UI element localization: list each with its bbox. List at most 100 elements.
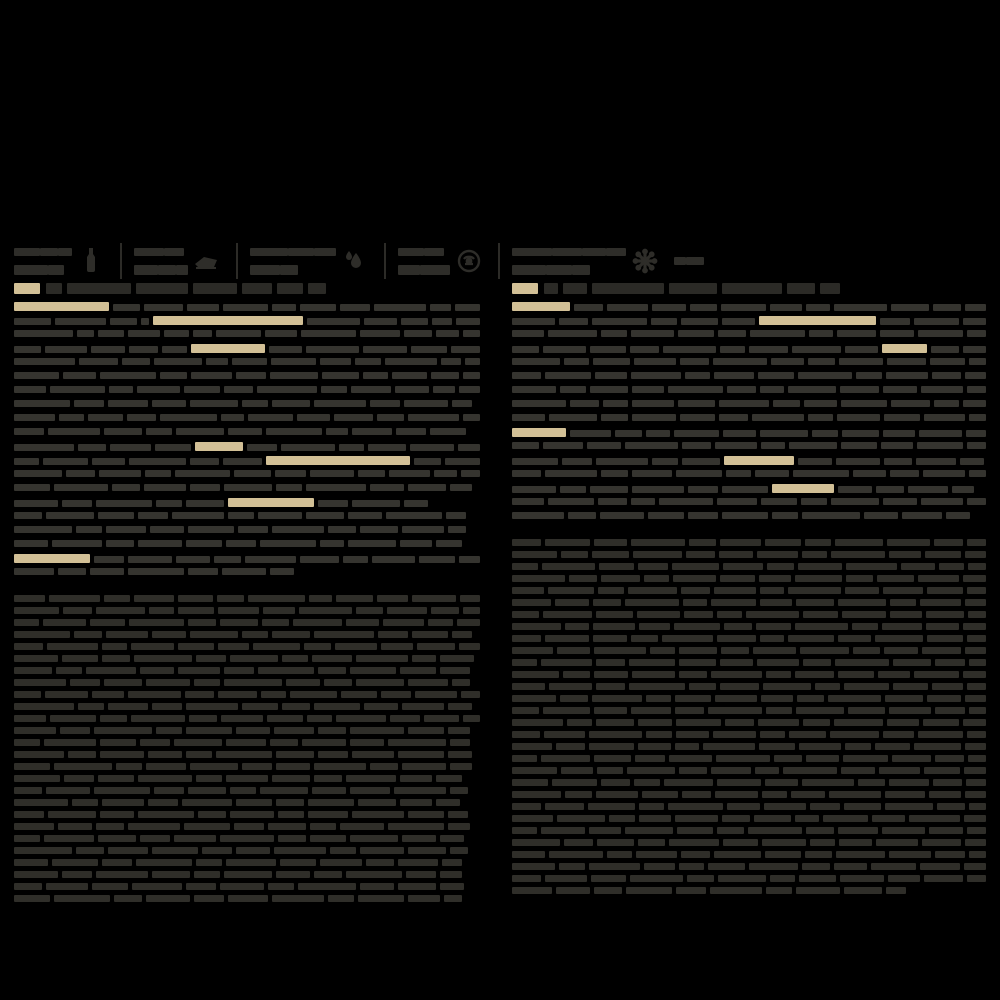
text-run — [931, 346, 959, 353]
text-run — [350, 787, 390, 794]
text-run — [840, 400, 888, 407]
text-run — [561, 551, 588, 558]
text-run — [909, 815, 960, 822]
text-run — [46, 643, 98, 650]
text-run — [64, 775, 94, 782]
text-run — [194, 871, 220, 878]
text-run — [398, 247, 424, 256]
text-run — [719, 659, 753, 666]
text-run — [512, 563, 538, 570]
text-run — [831, 498, 879, 505]
text-run — [314, 763, 366, 770]
text-run — [512, 302, 571, 311]
text-run — [798, 372, 852, 379]
text-run — [645, 731, 672, 738]
text-run — [48, 811, 96, 818]
text-run — [884, 695, 923, 702]
text-run — [78, 703, 104, 710]
text-run — [14, 727, 56, 734]
text-run — [274, 847, 326, 854]
text-run — [769, 304, 802, 311]
text-run — [843, 755, 888, 762]
text-run — [544, 875, 588, 882]
text-run — [112, 304, 140, 311]
text-run — [194, 895, 224, 902]
text-run — [373, 304, 427, 311]
text-line — [14, 739, 480, 749]
text-run — [276, 484, 302, 491]
text-run — [512, 623, 561, 630]
text-run — [723, 563, 763, 570]
text-run — [759, 635, 785, 642]
text-run — [14, 799, 68, 806]
text-run — [965, 743, 986, 750]
text-run — [272, 400, 310, 407]
text-run — [763, 803, 807, 810]
text-run — [228, 498, 314, 507]
text-run — [56, 667, 82, 674]
text-run — [805, 827, 835, 834]
text-run — [926, 695, 962, 702]
text-run — [771, 358, 805, 365]
text-run — [512, 264, 546, 275]
text-run — [398, 751, 444, 758]
text-line — [512, 671, 986, 681]
text-run — [844, 887, 882, 894]
text-run — [880, 318, 910, 325]
text-run — [833, 863, 868, 870]
text-run — [830, 731, 879, 738]
text-run — [226, 739, 266, 746]
text-run — [723, 623, 752, 630]
text-run — [381, 691, 412, 698]
text-run — [149, 607, 174, 614]
text-run — [593, 647, 647, 654]
text-run — [548, 851, 604, 858]
text-line — [512, 442, 986, 453]
text-run — [902, 512, 942, 519]
text-run — [186, 500, 224, 507]
text-run — [908, 486, 948, 493]
text-run — [761, 839, 806, 846]
text-run — [176, 428, 224, 435]
text-run — [714, 791, 759, 798]
text-run — [178, 667, 220, 674]
text-line — [14, 847, 480, 857]
text-run — [889, 470, 919, 477]
text-run — [268, 883, 294, 890]
text-line — [14, 554, 480, 565]
text-run — [140, 739, 170, 746]
text-run — [680, 318, 718, 325]
text-line — [14, 595, 480, 605]
text-run — [452, 631, 472, 638]
text-run — [400, 799, 432, 806]
text-run — [864, 512, 898, 519]
text-run — [108, 847, 148, 854]
text-run — [756, 659, 800, 666]
text-run — [190, 400, 238, 407]
text-run — [330, 847, 356, 854]
text-run — [681, 851, 711, 858]
text-run — [791, 791, 826, 798]
text-run — [789, 442, 837, 449]
text-line — [14, 859, 480, 869]
text-run — [545, 539, 590, 546]
text-run — [892, 659, 932, 666]
text-run — [796, 695, 824, 702]
text-run — [637, 839, 665, 846]
text-run — [567, 719, 592, 726]
text-run — [428, 619, 454, 626]
text-run — [760, 731, 785, 738]
text-run — [440, 667, 470, 674]
text-run — [130, 643, 175, 650]
text-run — [569, 430, 611, 437]
text-run — [674, 743, 700, 750]
text-run — [178, 643, 215, 650]
text-run — [754, 767, 780, 774]
text-run — [408, 679, 448, 686]
text-run — [336, 715, 386, 722]
text-run — [282, 703, 310, 710]
text-run — [280, 859, 316, 866]
text-run — [756, 551, 799, 558]
text-run — [14, 775, 60, 782]
text-run — [596, 458, 648, 465]
